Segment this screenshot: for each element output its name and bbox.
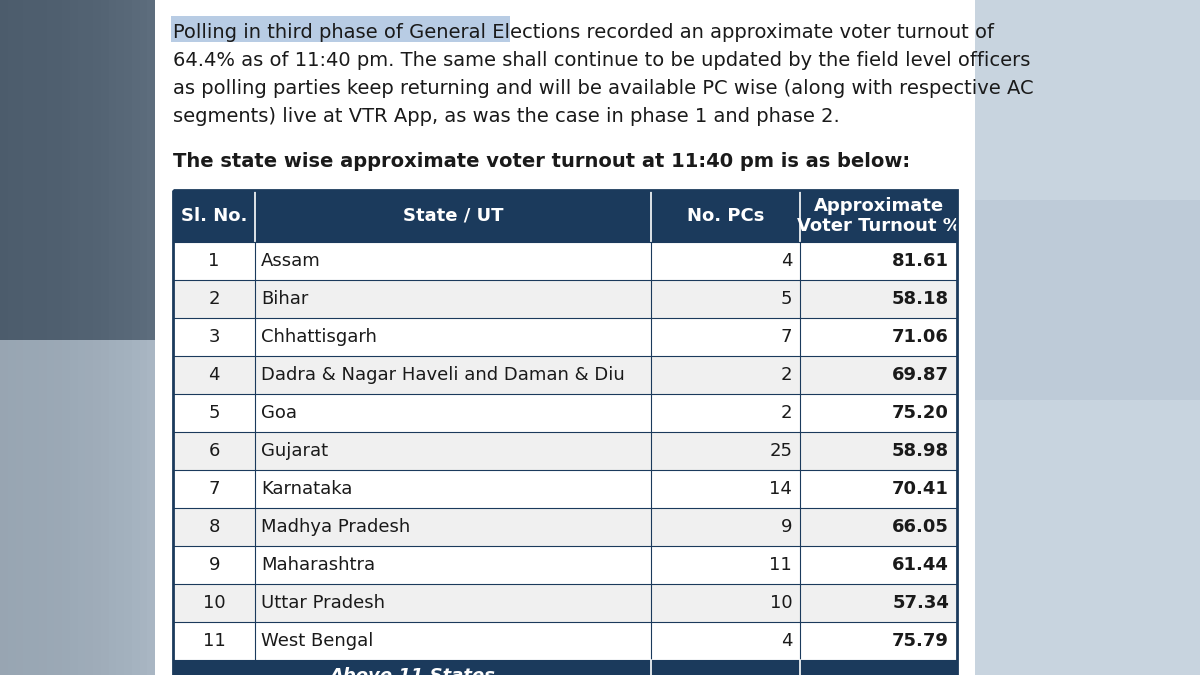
Text: 2: 2 [781, 404, 792, 422]
Text: Sl. No.: Sl. No. [181, 207, 247, 225]
Text: Above 11 States
(93 PCs): Above 11 States (93 PCs) [329, 667, 496, 675]
Text: as polling parties keep returning and will be available PC wise (along with resp: as polling parties keep returning and wi… [173, 78, 1033, 97]
Bar [173, 190, 958, 675]
Bar [0, 0, 78, 675]
Bar [173, 622, 958, 660]
Bar [173, 584, 958, 622]
Text: 25: 25 [769, 442, 792, 460]
Bar [0, 0, 70, 675]
Bar [173, 394, 958, 432]
Text: 11: 11 [203, 632, 226, 650]
Text: West Bengal: West Bengal [262, 632, 373, 650]
Text: 6: 6 [209, 442, 220, 460]
Text: 64.4% as of 11:40 pm. The same shall continue to be updated by the field level o: 64.4% as of 11:40 pm. The same shall con… [173, 51, 1031, 70]
Text: 4: 4 [781, 252, 792, 270]
Text: 1: 1 [209, 252, 220, 270]
Bar [0, 0, 47, 675]
Text: 3: 3 [209, 328, 220, 346]
Text: 7: 7 [209, 480, 220, 498]
Text: 58.98: 58.98 [892, 442, 949, 460]
Bar [173, 280, 958, 318]
Bar [155, 0, 974, 675]
Text: 4: 4 [209, 366, 220, 384]
Text: Maharashtra: Maharashtra [262, 556, 376, 574]
Text: segments) live at VTR App, as was the case in phase 1 and phase 2.: segments) live at VTR App, as was the ca… [173, 107, 840, 126]
Text: Madhya Pradesh: Madhya Pradesh [262, 518, 410, 536]
Text: 57.34: 57.34 [892, 594, 949, 612]
Text: Polling in third phase of General Elections recorded an approximate voter turnou: Polling in third phase of General Electi… [173, 22, 994, 41]
Bar [0, 0, 101, 675]
Text: No. PCs: No. PCs [688, 207, 764, 225]
Bar [0, 0, 155, 340]
Text: 10: 10 [203, 594, 226, 612]
Text: Chhattisgarh: Chhattisgarh [262, 328, 377, 346]
Text: 14: 14 [769, 480, 792, 498]
Text: 58.18: 58.18 [892, 290, 949, 308]
Text: 9: 9 [209, 556, 220, 574]
Bar [173, 546, 958, 584]
Text: 81.61: 81.61 [892, 252, 949, 270]
Bar [0, 0, 148, 675]
Text: 4: 4 [781, 632, 792, 650]
Bar [173, 470, 958, 508]
Text: Uttar Pradesh: Uttar Pradesh [262, 594, 385, 612]
Bar [0, 0, 116, 675]
Bar [0, 0, 23, 675]
Bar [0, 0, 124, 675]
Bar [974, 0, 1200, 675]
Text: 75.20: 75.20 [892, 404, 949, 422]
Bar [172, 16, 510, 42]
Bar [173, 242, 958, 280]
Text: 71.06: 71.06 [892, 328, 949, 346]
Text: Assam: Assam [262, 252, 322, 270]
Bar [0, 0, 132, 675]
Text: 75.79: 75.79 [892, 632, 949, 650]
Text: 70.41: 70.41 [892, 480, 949, 498]
Text: 5: 5 [209, 404, 220, 422]
Bar [0, 0, 85, 675]
Bar [0, 0, 7, 675]
Text: 8: 8 [209, 518, 220, 536]
Text: 5: 5 [781, 290, 792, 308]
Bar [0, 0, 16, 675]
Bar [173, 432, 958, 470]
Text: Approximate
Voter Turnout %: Approximate Voter Turnout % [797, 196, 960, 236]
Bar [0, 0, 38, 675]
Bar [0, 0, 62, 675]
Bar [0, 0, 54, 675]
Bar [0, 0, 155, 675]
Text: Gujarat: Gujarat [262, 442, 329, 460]
Bar [173, 660, 958, 675]
Bar [0, 340, 155, 675]
Text: 66.05: 66.05 [892, 518, 949, 536]
Bar [974, 200, 1200, 400]
Text: Goa: Goa [262, 404, 298, 422]
Text: State / UT: State / UT [403, 207, 504, 225]
Text: 10: 10 [769, 594, 792, 612]
Text: 2: 2 [781, 366, 792, 384]
Bar [173, 190, 958, 242]
Text: 9: 9 [781, 518, 792, 536]
Bar [0, 0, 139, 675]
Bar [173, 318, 958, 356]
Text: Dadra & Nagar Haveli and Daman & Diu: Dadra & Nagar Haveli and Daman & Diu [262, 366, 625, 384]
Bar [173, 356, 958, 394]
Bar [0, 0, 155, 675]
Text: 11: 11 [769, 556, 792, 574]
Text: Karnataka: Karnataka [262, 480, 353, 498]
Text: 7: 7 [781, 328, 792, 346]
Text: Bihar: Bihar [262, 290, 308, 308]
Text: The state wise approximate voter turnout at 11:40 pm is as below:: The state wise approximate voter turnout… [173, 152, 910, 171]
Bar [0, 0, 31, 675]
Bar [0, 0, 94, 675]
Text: 69.87: 69.87 [892, 366, 949, 384]
Text: 2: 2 [209, 290, 220, 308]
Text: 61.44: 61.44 [892, 556, 949, 574]
Bar [173, 508, 958, 546]
Bar [0, 0, 108, 675]
